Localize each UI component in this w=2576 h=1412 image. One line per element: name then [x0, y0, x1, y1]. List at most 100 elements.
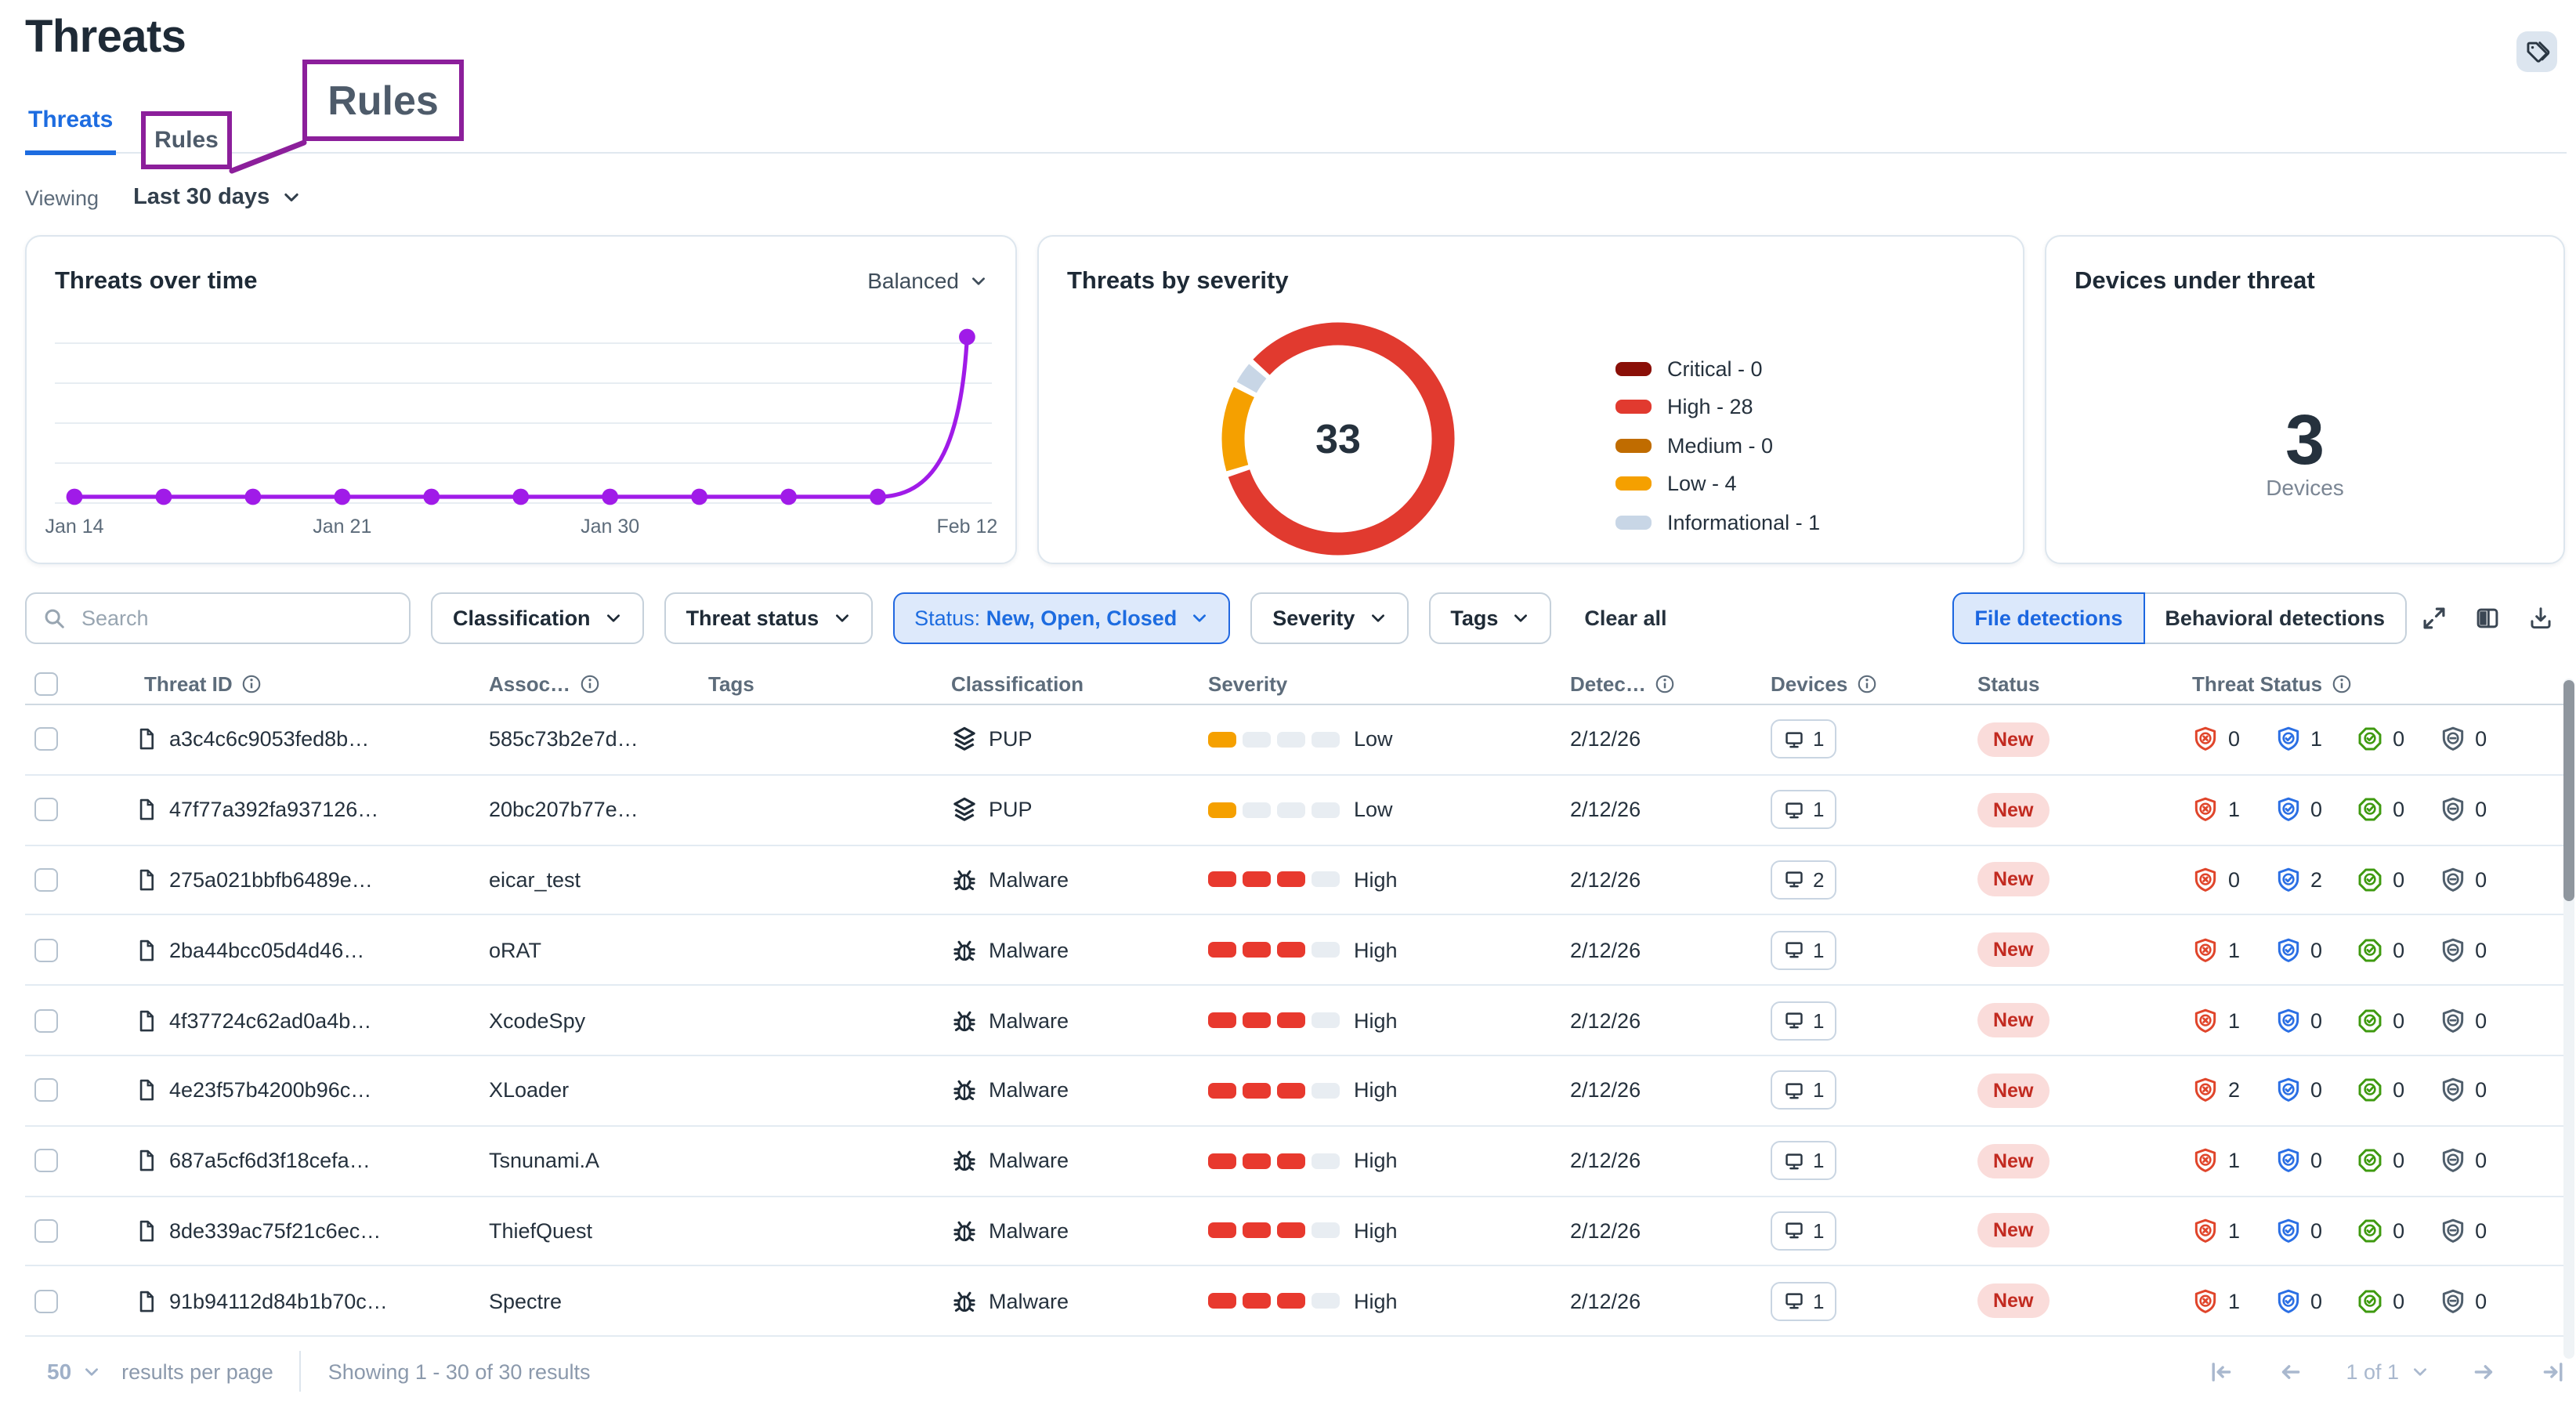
cell-severity: High	[1183, 1079, 1551, 1102]
devices-count: 1	[1813, 1078, 1825, 1102]
table-row[interactable]: 275a021bbfb6489e… eicar_test Malware High 2/…	[25, 845, 2567, 916]
tab-threats[interactable]: Threats	[25, 107, 117, 155]
chevron-down-icon	[2411, 1363, 2429, 1380]
header-cell-classification[interactable]: Classification	[932, 672, 1183, 696]
devices-chip[interactable]: 1	[1771, 1211, 1837, 1251]
row-checkbox[interactable]	[34, 798, 58, 822]
previous-page-button[interactable]	[2277, 1358, 2303, 1385]
behavioral-detections-toggle[interactable]: Behavioral detections	[2144, 592, 2407, 644]
row-checkbox[interactable]	[34, 1149, 58, 1173]
table-row[interactable]: 8de339ac75f21c6ec… ThiefQuest Malware High 2…	[25, 1197, 2567, 1267]
table-row[interactable]: 4f37724c62ad0a4b… XcodeSpy Malware High 2/12…	[25, 986, 2567, 1056]
next-page-button[interactable]	[2471, 1358, 2498, 1385]
chart-mode-select[interactable]: Balanced	[867, 268, 987, 293]
threat-status-count: 0	[2228, 727, 2241, 751]
header-cell-threat_status[interactable]: Threat Status	[2170, 672, 2567, 696]
table-row[interactable]: 47f77a392fa937126… 20bc207b77e… PUP Low 2/12…	[25, 776, 2567, 846]
devices-chip[interactable]: 1	[1771, 719, 1837, 759]
header-cell-detected[interactable]: Detec…	[1551, 672, 1752, 696]
classification-text: Malware	[989, 938, 1069, 962]
threat-status-filter-button[interactable]: Threat status	[664, 592, 873, 644]
table-row[interactable]: 687a5cf6d3f18cefa… Tsnunami.A Malware High 2…	[25, 1127, 2567, 1197]
threat-status-count: 1	[2228, 1289, 2241, 1313]
severity-donut-chart	[1221, 322, 1455, 556]
clear-all-button[interactable]: Clear all	[1584, 606, 1667, 630]
threat-status-shield-x: 1	[2192, 1007, 2240, 1034]
date-range-select[interactable]: Last 30 days	[133, 185, 301, 210]
severity-filter-button[interactable]: Severity	[1250, 592, 1409, 644]
table-row[interactable]: 91b94112d84b1b70c… Spectre Malware High 2/12…	[25, 1267, 2567, 1338]
results-per-page-select[interactable]: 50	[47, 1359, 99, 1384]
file-icon	[135, 939, 158, 962]
severity-text: High	[1354, 1078, 1398, 1102]
file-detections-toggle[interactable]: File detections	[1952, 592, 2145, 644]
table-row[interactable]: 4e23f57b4200b96c… XLoader Malware High 2/12/…	[25, 1056, 2567, 1127]
row-checkbox[interactable]	[34, 867, 58, 892]
cell-threat-status: 1 0 0 0	[2170, 1147, 2567, 1174]
row-checkbox[interactable]	[34, 938, 58, 962]
header-cell-assoc[interactable]: Assoc…	[470, 672, 689, 696]
devices-chip[interactable]: 1	[1771, 1141, 1837, 1181]
threat-status-shield-x: 0	[2192, 726, 2240, 753]
threat-status-shield-minus: 0	[2439, 937, 2487, 964]
chevron-down-icon	[82, 1363, 99, 1380]
search-input[interactable]	[78, 605, 393, 632]
row-checkbox[interactable]	[34, 1289, 58, 1313]
date-range-value: Last 30 days	[133, 185, 270, 210]
header-cell-severity[interactable]: Severity	[1183, 672, 1551, 696]
octagon-check-icon	[2357, 1218, 2383, 1244]
chevron-down-icon	[282, 188, 301, 207]
threat-status-count: 1	[2228, 798, 2241, 822]
tags-button[interactable]	[2516, 31, 2557, 72]
octagon-check-icon	[2357, 796, 2383, 823]
cell-detected: 2/12/26	[1551, 1290, 1752, 1313]
row-checkbox[interactable]	[34, 727, 58, 751]
threats-over-time-card: Jan 14 Jan 21 Jan 30 Feb 12 Threats over ti…	[25, 235, 1017, 564]
select-all-checkbox[interactable]	[34, 672, 58, 696]
threats-page: Threats Threats Rules Rules Viewing Last…	[0, 11, 2576, 1412]
cell-devices: 1	[1752, 1211, 1959, 1251]
column-label: Detec…	[1570, 672, 1646, 696]
header-cell-status[interactable]: Status	[1959, 672, 2170, 696]
table-row[interactable]: 2ba44bcc05d4d46… oRAT Malware High 2/12/26 1 N…	[25, 916, 2567, 987]
column-settings-button[interactable]	[2460, 592, 2513, 644]
page-indicator-select[interactable]: 1 of 1	[2346, 1360, 2429, 1383]
status-filter-button[interactable]: Status: New, Open, Closed	[892, 592, 1231, 644]
row-checkbox[interactable]	[34, 1078, 58, 1102]
devices-chip[interactable]: 1	[1771, 790, 1837, 830]
cell-classification: PUP	[932, 796, 1183, 823]
table-header-row: Threat ID Assoc… Tags Classification Severit…	[25, 664, 2567, 705]
cell-assoc: XcodeSpy	[470, 1008, 689, 1032]
detected-date: 2/12/26	[1570, 1218, 1641, 1243]
table-row[interactable]: a3c4c6c9053fed8b… 585c73b2e7d… PUP Low 2/12/…	[25, 705, 2567, 776]
header-cell-devices[interactable]: Devices	[1752, 672, 1959, 696]
header-cell-threat_id[interactable]: Threat ID	[125, 672, 470, 696]
devices-chip[interactable]: 2	[1771, 860, 1837, 900]
cell-assoc: ThiefQuest	[470, 1219, 689, 1243]
threat-status-shield-minus: 0	[2439, 1007, 2487, 1034]
row-checkbox[interactable]	[34, 1008, 58, 1033]
devices-chip[interactable]: 1	[1771, 1281, 1837, 1321]
classification-filter-button[interactable]: Classification	[431, 592, 644, 644]
devices-chip[interactable]: 1	[1771, 1001, 1837, 1041]
devices-chip[interactable]: 1	[1771, 930, 1837, 970]
assoc-text: eicar_test	[489, 867, 581, 892]
last-page-button[interactable]	[2540, 1358, 2567, 1385]
devices-chip[interactable]: 1	[1771, 1070, 1837, 1110]
cell-severity: Low	[1183, 728, 1551, 751]
status-badge: New	[1977, 792, 2050, 827]
row-checkbox[interactable]	[34, 1218, 58, 1243]
expand-table-button[interactable]	[2407, 592, 2460, 644]
threat-status-count: 0	[2228, 867, 2241, 892]
threat-status-count: 0	[2475, 938, 2487, 962]
header-cell-tags[interactable]: Tags	[689, 672, 932, 696]
table-scrollbar-thumb[interactable]	[2563, 680, 2574, 901]
tab-rules[interactable]: Rules	[141, 111, 232, 169]
tags-filter-button[interactable]: Tags	[1428, 592, 1552, 644]
export-button[interactable]	[2513, 592, 2567, 644]
first-page-button[interactable]	[2208, 1358, 2234, 1385]
shield-check-icon	[2274, 867, 2301, 893]
shield-check-icon	[2274, 726, 2301, 753]
viewing-label: Viewing	[25, 186, 99, 209]
info-icon	[242, 674, 262, 694]
